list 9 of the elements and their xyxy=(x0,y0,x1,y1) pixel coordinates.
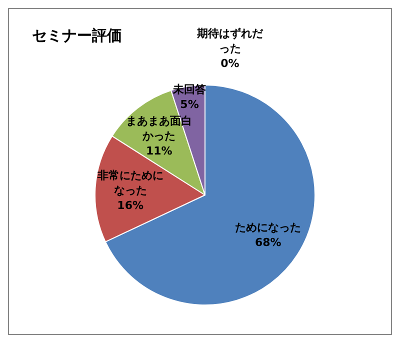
data-label: 11% xyxy=(146,144,172,158)
data-label: 68% xyxy=(254,236,282,250)
category-label: 期待はずれだった xyxy=(197,27,263,56)
data-label: 5% xyxy=(180,98,199,112)
slice-label: 非常にためになった xyxy=(96,168,164,197)
chart-title: セミナー評価 xyxy=(32,26,122,44)
slice-label: ためになった xyxy=(235,221,302,234)
data-label: 16% xyxy=(117,198,144,212)
text: 0% xyxy=(220,57,240,70)
